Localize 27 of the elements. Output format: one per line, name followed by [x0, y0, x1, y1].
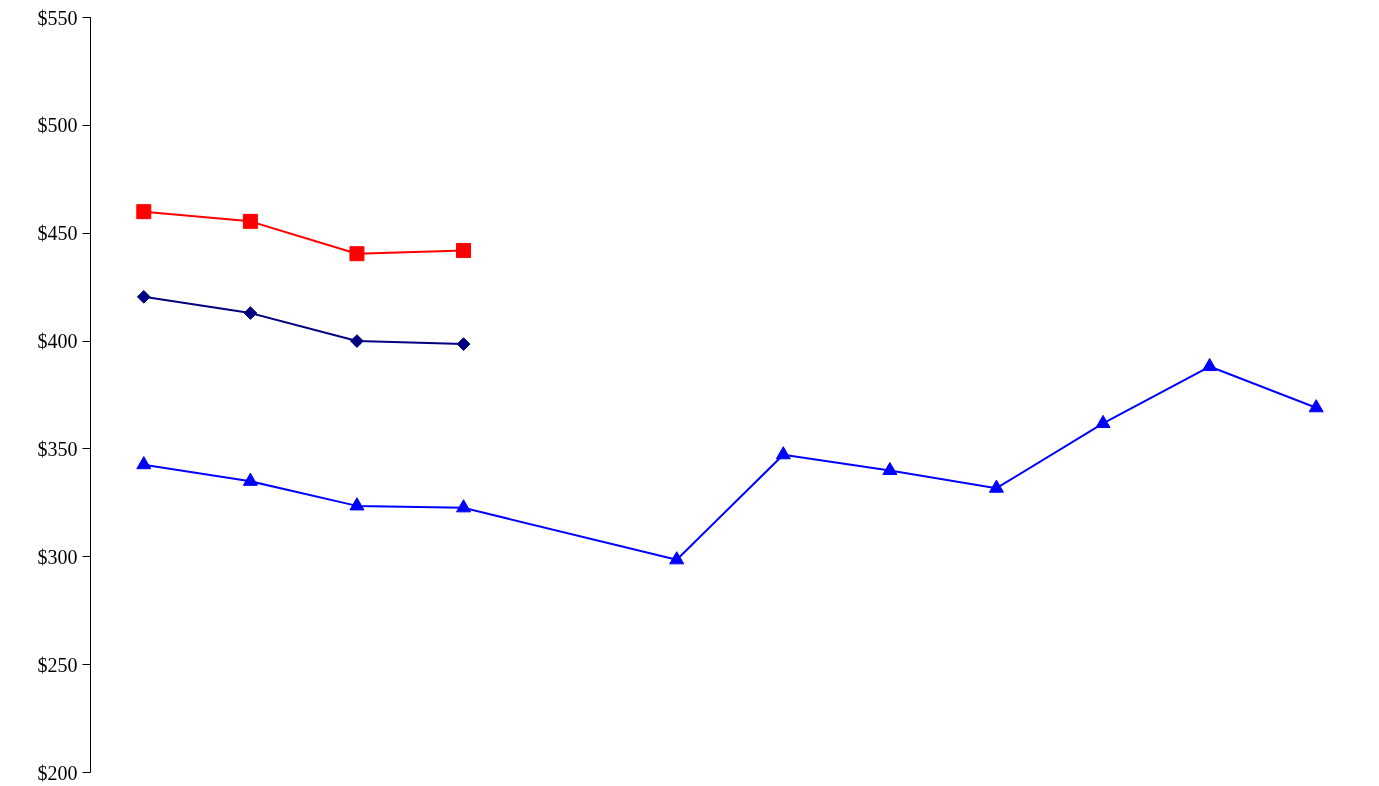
point [349, 246, 365, 262]
point [1308, 399, 1324, 413]
point [243, 306, 258, 320]
y-tick-label: $450 [37, 222, 78, 245]
y-tick-label: $200 [37, 761, 78, 784]
point [775, 446, 791, 460]
y-tick-label: $350 [37, 437, 78, 460]
y-tick-label: $300 [37, 545, 78, 568]
y-tick-label: $250 [37, 653, 78, 676]
y-tick-label: $400 [37, 330, 78, 353]
point [882, 461, 898, 476]
point [349, 497, 365, 511]
point [350, 334, 364, 348]
point [136, 204, 152, 220]
point [1095, 414, 1111, 429]
point [669, 551, 685, 565]
point [136, 456, 152, 470]
point [242, 472, 258, 486]
point [988, 479, 1004, 493]
y-tick-label: $550 [37, 6, 78, 29]
point [456, 337, 471, 351]
point [456, 499, 472, 513]
point [456, 242, 472, 258]
point [136, 289, 151, 304]
y-tick-label: $500 [37, 114, 78, 137]
point [242, 213, 258, 229]
point [1202, 357, 1218, 372]
